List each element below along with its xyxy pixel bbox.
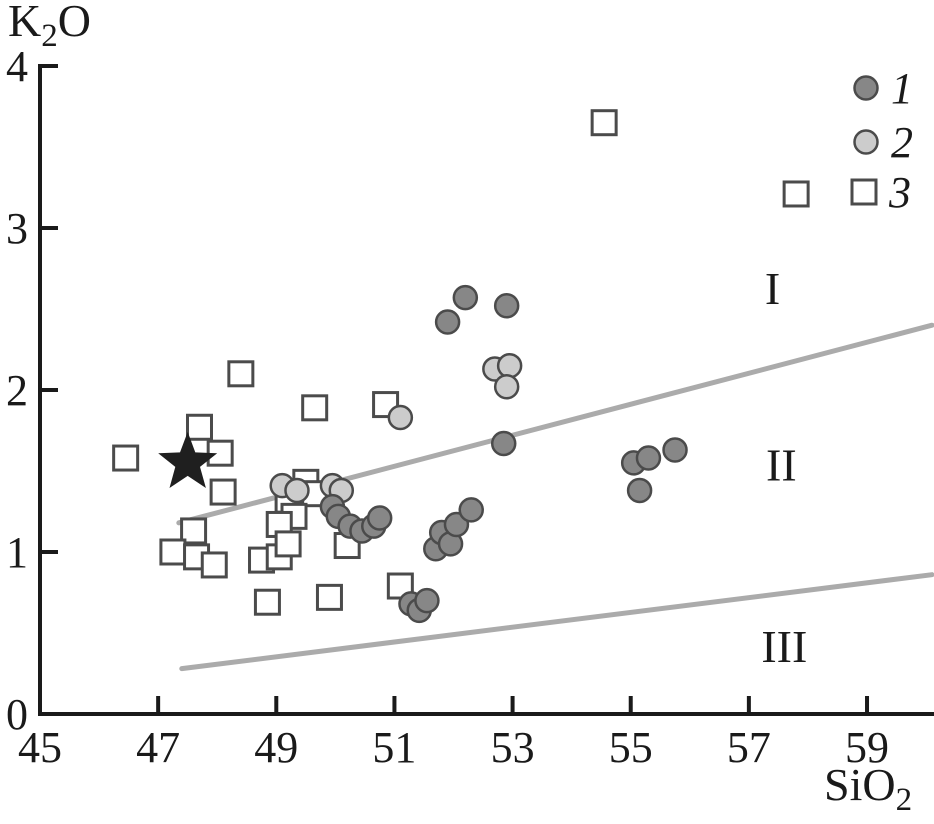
y-axis-tick-label: 0 (6, 690, 28, 739)
legend-label-2: 2 (891, 118, 913, 167)
legend-marker-2 (853, 129, 879, 155)
x-axis-tick-label: 55 (609, 723, 653, 772)
data-point-square-series-3 (315, 583, 343, 611)
y-axis-tick-label: 4 (6, 42, 28, 91)
data-point-square-series-3 (227, 360, 255, 388)
data-point-circle-series-1 (493, 293, 520, 319)
data-point-square-series-3 (112, 444, 140, 472)
x-axis-title-subscript: 2 (895, 782, 913, 819)
data-point-circle-series-1 (414, 587, 440, 614)
data-point-circle-series-1 (490, 430, 517, 457)
legend-label-1: 1 (891, 64, 913, 113)
data-point-square-series-3 (159, 538, 187, 566)
star-marker (158, 431, 218, 488)
x-axis-title-text: SiO (824, 759, 896, 810)
data-point-square-series-3 (782, 180, 810, 208)
y-axis-title-text: K (8, 0, 42, 46)
field-label-III: III (761, 621, 807, 672)
x-axis-tick-label: 47 (136, 723, 180, 772)
data-point-circle-series-2 (493, 374, 520, 400)
legend-label-3: 3 (888, 168, 911, 217)
data-point-square-series-3 (209, 478, 237, 506)
x-axis-tick-label: 51 (372, 723, 416, 772)
data-point-square-series-3 (301, 394, 329, 422)
x-axis-title: SiO2 (824, 762, 912, 817)
field-label-I: I (765, 263, 780, 314)
data-point-circle-series-1 (366, 505, 393, 531)
y-axis-title-text-2: O (57, 0, 91, 46)
data-point-square-series-3 (590, 109, 618, 137)
y-axis-title-subscript: 2 (41, 18, 58, 55)
data-point-square-series-3 (253, 588, 281, 616)
y-axis-tick-label: 1 (6, 528, 28, 577)
data-point-square-series-3 (185, 413, 213, 441)
y-axis-tick-label: 3 (6, 204, 28, 253)
data-point-circle-series-1 (434, 309, 461, 335)
data-point-circle-series-1 (626, 477, 653, 504)
x-axis-tick-label: 45 (18, 723, 62, 772)
data-point-circle-series-1 (635, 445, 662, 471)
data-point-circle-series-1 (458, 497, 484, 523)
data-point-circle-series-1 (662, 437, 688, 463)
x-axis-tick-label: 57 (727, 723, 771, 772)
data-point-circle-series-1 (452, 284, 479, 311)
y-axis-title: K2O (8, 0, 91, 53)
data-point-circle-series-2 (284, 477, 310, 504)
y-axis-tick-label: 2 (6, 366, 28, 415)
data-point-square-series-3 (274, 530, 302, 558)
x-axis-tick-label: 49 (254, 723, 298, 772)
x-axis-tick-label: 59 (845, 723, 889, 772)
legend-marker-3 (850, 178, 878, 206)
field-boundary-line (179, 572, 934, 672)
data-point-square-series-3 (200, 551, 228, 579)
data-point-circle-series-2 (387, 404, 414, 431)
field-label-II: II (766, 440, 797, 491)
legend-marker-1 (853, 75, 879, 101)
data-point-circle-series-2 (496, 352, 523, 379)
x-axis-tick-label: 53 (491, 723, 535, 772)
